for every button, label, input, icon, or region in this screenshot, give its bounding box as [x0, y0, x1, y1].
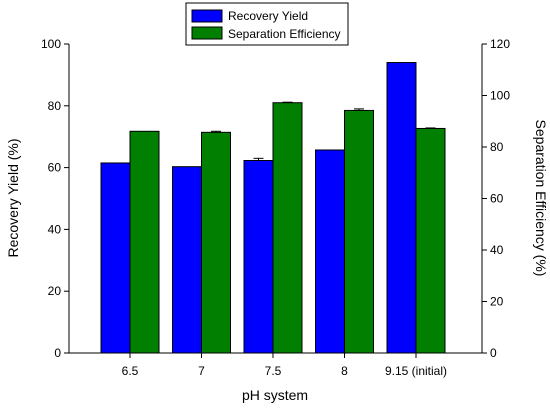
right-tick-label-5: 100: [490, 89, 510, 103]
legend: Recovery Yield Separation Efficiency: [185, 2, 349, 46]
x-ticks: 6.5 7 7.5 8 9.15 (initial): [122, 353, 447, 378]
left-tick-label-4: 80: [48, 99, 62, 113]
x-tick-label-2: 7.5: [265, 364, 282, 378]
x-tick-label-3: 8: [341, 364, 348, 378]
right-tick-label-1: 20: [490, 295, 504, 309]
error-bars-layer: [211, 101, 436, 161]
right-tick-label-3: 60: [490, 192, 504, 206]
bar-recovery-yield-2: [243, 159, 274, 354]
right-tick-label-0: 0: [490, 346, 497, 360]
bar-recovery-yield-4: [386, 62, 417, 354]
bar-recovery-yield-3: [315, 149, 345, 354]
left-tick-label-0: 0: [54, 346, 61, 360]
y-axis-title: Recovery Yield (%): [5, 138, 21, 257]
bar-recovery-yield-0: [100, 162, 131, 354]
legend-label-recovery-yield: Recovery Yield: [228, 9, 308, 23]
bar-separation-efficiency-0: [129, 130, 160, 354]
right-tick-label-4: 80: [490, 140, 504, 154]
bar-separation-efficiency-2: [272, 102, 303, 354]
x-tick-label-1: 7: [198, 364, 205, 378]
right-tick-label-6: 120: [490, 37, 510, 51]
x-tick-label-4: 9.15 (initial): [385, 364, 447, 378]
left-tick-label-3: 60: [48, 161, 62, 175]
right-ticks: 0 20 40 60 80 100 120: [482, 37, 510, 360]
left-ticks: 0 20 40 60 80 100: [41, 37, 69, 360]
left-tick-label-2: 40: [48, 222, 62, 236]
x-axis-title: pH system: [242, 387, 308, 403]
legend-swatch-recovery-yield: [191, 9, 223, 23]
bars-layer: [100, 62, 446, 354]
right-tick-label-2: 40: [490, 243, 504, 257]
left-tick-label-5: 100: [41, 37, 61, 51]
bar-recovery-yield-1: [172, 166, 202, 354]
y2-axis-title: Separation Efficiency (%): [533, 120, 549, 277]
legend-label-separation-efficiency: Separation Efficiency: [228, 27, 341, 41]
bar-separation-efficiency-1: [201, 131, 231, 354]
bar-separation-efficiency-4: [415, 127, 446, 354]
x-tick-label-0: 6.5: [122, 364, 139, 378]
left-tick-label-1: 20: [48, 284, 62, 298]
bar-separation-efficiency-3: [344, 109, 374, 354]
legend-swatch-separation-efficiency: [191, 26, 223, 40]
